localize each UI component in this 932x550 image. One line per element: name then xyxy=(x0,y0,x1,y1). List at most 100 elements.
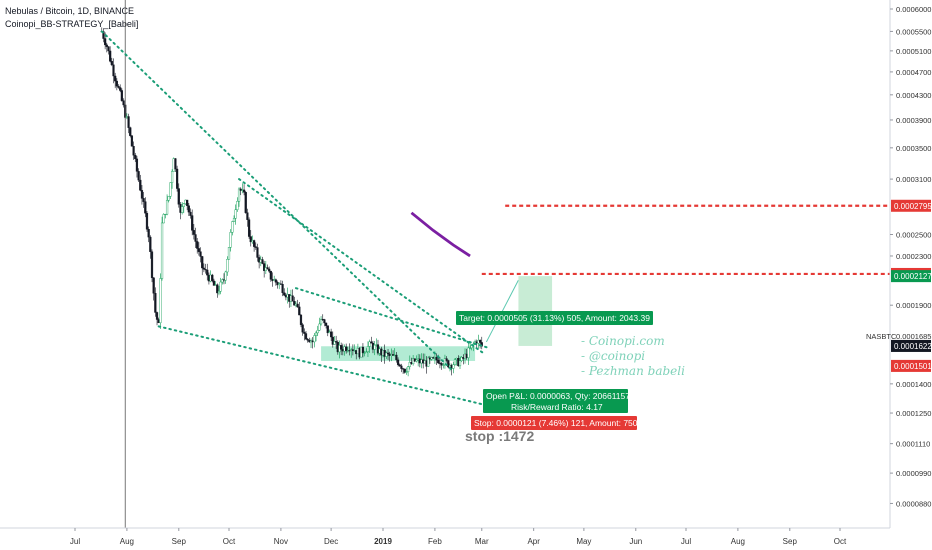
watermark-line-1: - Coinopi.com xyxy=(581,334,665,348)
watermark-line-2: - @coinopi xyxy=(581,349,645,363)
candle-body xyxy=(313,335,316,343)
candle-body xyxy=(314,332,318,336)
candle-body xyxy=(130,135,134,147)
candle-body xyxy=(232,218,236,222)
candle-body xyxy=(440,363,443,366)
trendline-1[interactable] xyxy=(100,30,455,373)
price-tag-label: 0.0001622 xyxy=(894,342,932,351)
candle-body xyxy=(269,270,272,280)
candle-body xyxy=(182,203,185,207)
y-tick-label: 0.0000880 xyxy=(896,499,931,508)
candle-body xyxy=(333,341,336,345)
candle-body xyxy=(132,146,135,156)
candle-body xyxy=(176,168,179,189)
ma-curve[interactable] xyxy=(410,211,471,258)
y-tick-label: 0.0000990 xyxy=(896,469,931,478)
candle-body xyxy=(104,38,107,46)
candle-body xyxy=(370,341,373,344)
candle-body xyxy=(246,212,249,220)
y-tick-label: 0.0006000 xyxy=(896,5,931,14)
candle-body xyxy=(331,336,334,345)
candle-body xyxy=(261,259,264,264)
candle-body xyxy=(170,171,174,183)
candle-body xyxy=(159,278,162,324)
candle-body xyxy=(221,279,224,283)
y-tick-label: 0.0002300 xyxy=(896,252,931,261)
candle-body xyxy=(137,171,140,181)
candle-body xyxy=(155,312,159,320)
candle-body xyxy=(386,352,390,355)
target-label: Target: 0.0000505 (31.13%) 505, Amount: … xyxy=(459,313,650,323)
pnl-label: Open P&L: 0.0000063, Qty: 20661157 xyxy=(486,391,630,401)
candle-body xyxy=(274,279,277,283)
symbol-title: Nebulas / Bitcoin, 1D, BINANCE xyxy=(5,6,135,16)
candle-body xyxy=(237,188,241,202)
candle-body xyxy=(216,284,219,294)
candle-body xyxy=(201,256,204,269)
candle-body xyxy=(478,339,482,343)
x-tick-label: Aug xyxy=(731,537,745,546)
trendline-4[interactable] xyxy=(294,287,490,349)
candle-body xyxy=(219,281,222,292)
candle-body xyxy=(199,251,202,257)
candle-body xyxy=(468,347,472,349)
x-tick-label: Sep xyxy=(172,537,187,546)
candle-body xyxy=(149,236,152,252)
candle-body xyxy=(181,206,184,213)
x-tick-label: Aug xyxy=(120,537,134,546)
candle-body xyxy=(167,196,170,201)
y-tick-label: 0.0002500 xyxy=(896,231,931,240)
candle-body xyxy=(196,241,199,249)
candle-body xyxy=(139,179,142,191)
candle-body xyxy=(204,269,207,271)
stop-label-box xyxy=(471,416,637,430)
y-tick-label: 0.0003100 xyxy=(896,175,931,184)
candle-body xyxy=(452,364,455,369)
candle-body xyxy=(427,357,430,367)
target-label-box xyxy=(456,311,653,325)
candle-body xyxy=(316,330,319,334)
candle-body xyxy=(373,344,376,350)
candle-body xyxy=(253,240,256,247)
pnl-label-box xyxy=(483,389,628,413)
candle-body xyxy=(298,306,301,316)
candle-body xyxy=(187,205,190,213)
candle-body xyxy=(303,331,306,334)
y-tick-label: 0.0005100 xyxy=(896,47,931,56)
y-tick-label: 0.0004700 xyxy=(896,68,931,77)
candle-body xyxy=(460,357,463,361)
candle-body xyxy=(254,246,257,248)
candle-body xyxy=(192,230,195,235)
candle-body xyxy=(323,319,326,324)
x-tick-label: 2019 xyxy=(374,537,392,546)
trendline-3[interactable] xyxy=(238,178,487,356)
candle-body xyxy=(283,292,286,296)
watermark: - Coinopi.com - @coinopi - Pezhman babel… xyxy=(581,334,685,378)
candle-body xyxy=(194,234,197,242)
candle-body xyxy=(102,31,105,39)
candle-body xyxy=(365,351,368,353)
candle-body xyxy=(405,371,408,373)
y-tick-label: 0.0004300 xyxy=(896,91,931,100)
candle-body xyxy=(147,229,150,238)
candle-body xyxy=(400,365,403,369)
x-tick-label: Apr xyxy=(527,537,540,546)
x-tick-label: Mar xyxy=(475,537,489,546)
candle-body xyxy=(306,338,309,341)
indicator-title[interactable]: Coinopi_BB-STRATEGY_[Babeli] xyxy=(5,19,139,29)
price-tag-box xyxy=(891,270,931,283)
candle-body xyxy=(169,182,172,197)
candle-body xyxy=(162,214,165,224)
candle-body xyxy=(385,352,388,357)
candle-body xyxy=(174,158,177,170)
candle-body xyxy=(107,46,110,52)
y-tick-label: 0.0001400 xyxy=(896,380,931,389)
candle-body xyxy=(224,271,227,281)
y-tick-label: 0.0001110 xyxy=(896,440,930,449)
candle-body xyxy=(256,247,259,258)
price-tag-box xyxy=(891,199,931,212)
candle-body xyxy=(293,301,296,306)
trendline-2[interactable] xyxy=(157,325,512,412)
candle-body xyxy=(249,236,252,243)
